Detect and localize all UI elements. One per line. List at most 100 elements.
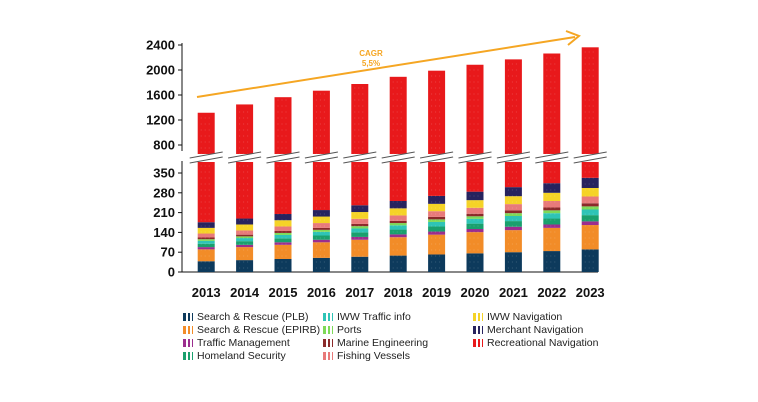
bar-segment-iww-traffic-info <box>236 238 254 242</box>
break-line-upper <box>304 151 338 159</box>
break-line-lower <box>343 156 377 164</box>
break-line-lower <box>189 156 223 164</box>
bar-segment-iww-traffic-info <box>428 221 446 227</box>
bar-segment-recreational-navigation <box>581 47 599 178</box>
bar-segment-traffic-management <box>504 226 522 231</box>
bar-segment-recreational-navigation <box>197 112 215 223</box>
bar-segment-homeland-security <box>236 241 254 245</box>
bar-segment-homeland-security <box>581 215 599 222</box>
bar-segment-fishing-vessels <box>274 226 292 231</box>
break-gap <box>420 154 454 162</box>
y-tick-label: 2000 <box>146 63 175 78</box>
bar-segment-ports <box>428 219 446 222</box>
legend-swatch <box>323 339 333 347</box>
x-tick-label: 2021 <box>499 285 528 300</box>
break-line-lower <box>381 156 415 164</box>
bar-segment-search-rescue-plb- <box>504 252 522 272</box>
bar-segment-ports <box>236 236 254 239</box>
bar-segment-traffic-management <box>197 247 215 250</box>
break-line-upper <box>381 151 415 159</box>
bar-segment-merchant-navigation <box>581 177 599 188</box>
bar-segment-marine-engineering <box>581 203 599 207</box>
bar-segment-merchant-navigation <box>389 201 407 209</box>
bar-segment-fishing-vessels <box>351 218 369 224</box>
x-tick-label: 2013 <box>192 285 221 300</box>
bar-segment-homeland-security <box>389 229 407 235</box>
bar-segment-search-rescue-plb- <box>236 260 254 272</box>
legend-swatch <box>473 313 483 321</box>
y-tick-label: 800 <box>153 138 175 153</box>
legend-item: Traffic Management <box>183 337 290 349</box>
bar-segment-search-rescue-epirb- <box>389 237 407 256</box>
x-tick-label: 2020 <box>461 285 490 300</box>
break-gap <box>496 154 530 162</box>
legend-item: IWW Navigation <box>473 311 562 323</box>
legend-swatch <box>183 326 193 334</box>
legend-item: Marine Engineering <box>323 337 428 349</box>
bar-segment-iww-navigation <box>236 224 254 231</box>
legend-swatch <box>183 339 193 347</box>
bar-segment-fishing-vessels <box>236 230 254 235</box>
bar-segment-traffic-management <box>543 224 561 228</box>
bar-segment-iww-navigation <box>312 216 330 224</box>
break-gap <box>573 154 607 162</box>
bar-segment-merchant-navigation <box>197 222 215 228</box>
bar-segment-ports <box>543 210 561 214</box>
bar-segment-recreational-navigation <box>428 70 446 196</box>
x-tick-label: 2022 <box>537 285 566 300</box>
legend-label: Search & Rescue (EPIRB) <box>197 324 321 336</box>
bar-segment-fishing-vessels <box>197 233 215 238</box>
bar-segment-fishing-vessels <box>389 215 407 221</box>
bar-segment-recreational-navigation <box>312 90 330 211</box>
bar-segment-iww-navigation <box>504 196 522 205</box>
bar-segment-marine-engineering <box>351 223 369 227</box>
break-gap <box>381 154 415 162</box>
bar-segment-iww-traffic-info <box>581 209 599 216</box>
bar-segment-homeland-security <box>543 218 561 225</box>
legend-swatch <box>473 326 483 334</box>
cagr-arrow-head <box>565 30 581 46</box>
bar-segment-search-rescue-epirb- <box>466 232 484 254</box>
break-line-lower <box>228 156 262 164</box>
break-line-upper <box>343 151 377 159</box>
y-axis-break-gap <box>179 151 185 161</box>
bar-segment-search-rescue-plb- <box>543 251 561 272</box>
bar-segment-ports <box>274 232 292 235</box>
x-tick-label: 2014 <box>230 285 260 300</box>
bar-segment-search-rescue-plb- <box>581 249 599 272</box>
cagr-value: 5,5% <box>362 59 380 68</box>
legend-swatch <box>183 352 193 360</box>
bar-segment-homeland-security <box>274 238 292 243</box>
legend-label: Recreational Navigation <box>487 337 599 349</box>
bar-segment-marine-engineering <box>466 213 484 217</box>
break-line-lower <box>458 156 492 164</box>
break-line-lower <box>266 156 300 164</box>
legend-label: Merchant Navigation <box>487 324 584 336</box>
bar-segment-traffic-management <box>466 229 484 233</box>
bar-segment-search-rescue-epirb- <box>428 234 446 255</box>
bar-segment-merchant-navigation <box>504 187 522 197</box>
legend-swatch <box>473 339 483 347</box>
y-tick-label: 140 <box>153 225 175 240</box>
break-gap <box>304 154 338 162</box>
y-tick-label: 1600 <box>146 88 175 103</box>
bar-segment-merchant-navigation <box>466 191 484 201</box>
bar-segment-marine-engineering <box>428 216 446 220</box>
break-line-upper <box>458 151 492 159</box>
y-tick-label: 70 <box>161 245 175 260</box>
bar-segment-merchant-navigation <box>236 218 254 225</box>
break-line-lower <box>496 156 530 164</box>
break-line-upper <box>189 151 223 159</box>
bar-segment-traffic-management <box>581 221 599 226</box>
bar-segment-search-rescue-plb- <box>428 254 446 272</box>
bar-segment-iww-traffic-info <box>312 231 330 236</box>
break-line-lower <box>535 156 569 164</box>
bar-segment-merchant-navigation <box>543 183 561 193</box>
bar-segment-ports <box>389 223 407 226</box>
bar-segment-iww-traffic-info <box>466 218 484 224</box>
x-tick-label: 2023 <box>576 285 605 300</box>
legend-label: IWW Traffic info <box>337 311 411 323</box>
bar-segment-ports <box>581 206 599 210</box>
y-tick-label: 350 <box>153 166 175 181</box>
bar-segment-merchant-navigation <box>274 214 292 221</box>
